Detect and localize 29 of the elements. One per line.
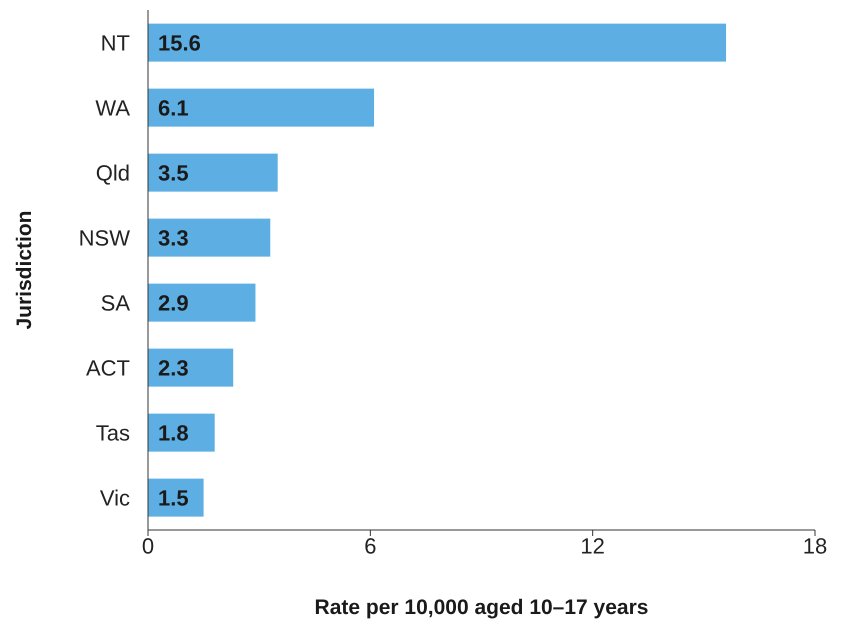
y-tick-label: SA (100, 290, 130, 316)
data-label: 2.3 (158, 355, 189, 380)
y-tick-label: ACT (86, 355, 130, 380)
x-tick-label: 18 (802, 534, 828, 559)
bar (148, 218, 270, 257)
bar (148, 284, 256, 322)
y-tick-label: Vic (100, 485, 130, 510)
data-label: 1.5 (158, 485, 189, 510)
y-tick-label: Tas (96, 420, 130, 446)
x-axis-title: Rate per 10,000 aged 10–17 years (314, 596, 650, 620)
data-label: 2.9 (158, 290, 189, 316)
data-label: 1.8 (158, 420, 189, 446)
x-tick-label: 6 (364, 534, 376, 559)
y-tick-label: NT (100, 30, 130, 56)
y-axis-title: Jurisdiction (13, 210, 37, 330)
x-tick-label: 12 (580, 534, 605, 559)
bar (148, 154, 278, 192)
data-label: 3.5 (158, 160, 189, 186)
x-tick-label: 0 (142, 534, 154, 559)
bar (148, 348, 234, 387)
bar (148, 24, 726, 62)
data-label: 15.6 (158, 30, 201, 56)
data-label: 3.3 (158, 225, 189, 250)
bar (148, 88, 374, 127)
bar (148, 414, 215, 452)
data-label: 6.1 (158, 95, 189, 120)
y-tick-label: Qld (96, 160, 130, 186)
y-tick-label: NSW (78, 225, 130, 250)
y-tick-label: WA (95, 95, 130, 120)
